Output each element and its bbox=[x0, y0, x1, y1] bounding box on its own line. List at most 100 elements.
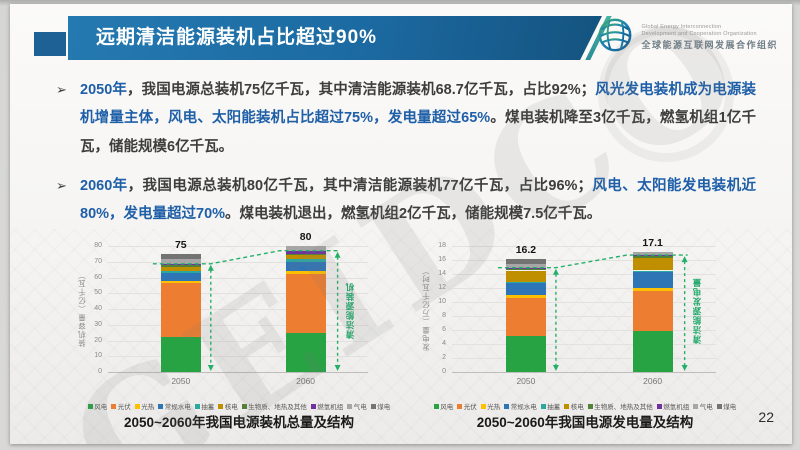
legend-item: 气电 bbox=[693, 401, 713, 411]
legend-item: 煤电 bbox=[716, 401, 736, 411]
bar-total-label: 17.1 bbox=[642, 237, 663, 250]
logo-name-en-line2: Development and Cooperation Organization bbox=[641, 30, 757, 37]
y-tick-label: 10 bbox=[94, 352, 102, 360]
gridline bbox=[108, 261, 368, 263]
bullet-text-segment: 风光发电装机成为电源装机增量主体，风电、太阳能装机占比超过75%，发电量超过65… bbox=[80, 82, 756, 127]
legend-label: 燃氢机组 bbox=[663, 404, 690, 411]
bullet-text-segment: 。煤电装机退出，燃氢机组2亿千瓦，储能规模7.5亿千瓦。 bbox=[225, 206, 602, 223]
legend-item: 煤电 bbox=[370, 401, 391, 411]
y-tick-label: 0 bbox=[98, 368, 102, 375]
legend-swatch bbox=[433, 403, 439, 409]
legend-swatch bbox=[656, 403, 662, 409]
bar-segment bbox=[632, 257, 673, 271]
legend-label: 光伏 bbox=[117, 404, 131, 411]
bar-segment bbox=[160, 265, 201, 267]
legend-swatch bbox=[457, 403, 463, 409]
gridline bbox=[108, 340, 368, 342]
bar-segment bbox=[285, 332, 326, 372]
legend-item: 生物质、地热及其他 bbox=[241, 401, 307, 411]
decorative-circle bbox=[598, 26, 734, 162]
bar-segment bbox=[505, 335, 546, 372]
bullet-arrow-icon: ➢ bbox=[56, 82, 67, 97]
logo-name-en-line1: Global Energy Interconnection bbox=[641, 24, 722, 30]
y-tick-label: 18 bbox=[438, 242, 446, 249]
y-axis-title: 发电量（万亿千瓦时） bbox=[421, 266, 431, 352]
bullet-text-segment: 风电、太阳能发电装机近80%，发电量超过70% bbox=[80, 177, 757, 223]
y-tick-label: 80 bbox=[94, 242, 102, 249]
legend-item: 抽蓄 bbox=[540, 401, 561, 411]
legend-item: 核电 bbox=[564, 401, 584, 411]
gridline bbox=[452, 288, 716, 289]
legend-item: 核电 bbox=[218, 401, 238, 411]
x-axis-label: 2060 bbox=[296, 376, 316, 386]
legend-swatch bbox=[218, 403, 224, 409]
legend-swatch bbox=[540, 403, 546, 409]
clean-energy-annotation-label: 清洁能源发电量 bbox=[691, 277, 702, 345]
x-axis-label: 2050 bbox=[516, 376, 536, 386]
legend-item: 风电 bbox=[433, 401, 453, 411]
bar-segment bbox=[160, 258, 201, 264]
gridline bbox=[108, 277, 368, 279]
gridline bbox=[452, 246, 716, 247]
gridline bbox=[452, 358, 716, 359]
legend-item: 光伏 bbox=[457, 401, 477, 411]
x-axis-line bbox=[108, 372, 368, 373]
gridline bbox=[452, 316, 716, 317]
bullet-text-segment: 2060年 bbox=[80, 177, 128, 194]
y-tick-label: 50 bbox=[94, 289, 102, 297]
legend-label: 气电 bbox=[353, 404, 367, 411]
bar-segment bbox=[505, 281, 546, 283]
bar-segment bbox=[505, 264, 546, 268]
bar-segment bbox=[160, 263, 201, 266]
legend-swatch bbox=[716, 403, 722, 409]
bar-total-label: 75 bbox=[174, 238, 187, 251]
bullet-text-segment: ，我国电源总装机75亿千瓦，其中清洁能源装机68.7亿千瓦，占比92%； bbox=[127, 82, 596, 98]
x-axis-label: 2050 bbox=[171, 376, 191, 386]
legend-label: 核电 bbox=[570, 404, 584, 411]
globe-icon bbox=[596, 16, 634, 59]
clean-energy-annotation-label: 清洁能源装机 bbox=[344, 282, 355, 340]
bullet-list: ➢ 2050年，我国电源总装机75亿千瓦，其中清洁能源装机68.7亿千瓦，占比92… bbox=[56, 76, 756, 239]
bar-segment bbox=[505, 282, 546, 295]
bar-segment bbox=[285, 246, 326, 251]
bar-segment bbox=[285, 273, 326, 333]
y-tick-label: 0 bbox=[442, 368, 446, 375]
bar-segment bbox=[632, 255, 673, 256]
legend-label: 气电 bbox=[699, 404, 713, 411]
legend-swatch bbox=[480, 403, 486, 409]
header-accent-block bbox=[34, 32, 66, 56]
gridline bbox=[108, 309, 368, 310]
y-tick-label: 8 bbox=[442, 312, 446, 319]
y-tick-label: 10 bbox=[438, 298, 446, 305]
bar-segment bbox=[160, 270, 201, 273]
legend-item: 光热 bbox=[134, 401, 155, 411]
gridline bbox=[108, 246, 368, 247]
bar-segment bbox=[632, 290, 673, 331]
legend-label: 抽蓄 bbox=[547, 404, 561, 411]
bar-segment bbox=[632, 252, 673, 256]
bar-segment bbox=[505, 295, 546, 298]
legend-label: 光热 bbox=[141, 404, 155, 411]
presentation-slide: 远期清洁能源装机占比超过90% Global Energy Interconne… bbox=[10, 4, 792, 444]
legend-item: 风电 bbox=[87, 401, 107, 411]
legend-item: 光伏 bbox=[111, 401, 131, 411]
legend-label: 煤电 bbox=[377, 404, 391, 411]
chart-caption-left: 2050~2060年我国电源装机总量及结构 bbox=[124, 415, 354, 430]
legend-item: 抽蓄 bbox=[194, 401, 214, 411]
legend-swatch bbox=[134, 403, 140, 409]
x-axis-label: 2060 bbox=[643, 376, 663, 386]
gridline bbox=[108, 356, 368, 358]
legend-label: 生物质、地热及其他 bbox=[594, 404, 653, 411]
logo-text: Global Energy Interconnection Developmen… bbox=[641, 24, 778, 51]
slide-title: 远期清洁能源装机占比超过90% bbox=[96, 27, 378, 48]
legend-swatch bbox=[158, 403, 164, 409]
legend-swatch bbox=[310, 403, 316, 409]
bar-segment bbox=[160, 272, 201, 282]
gridline bbox=[108, 293, 368, 295]
bar-segment bbox=[285, 253, 326, 256]
legend-label: 光热 bbox=[487, 404, 501, 411]
y-tick-label: 14 bbox=[438, 270, 446, 277]
bar-segment bbox=[160, 266, 201, 271]
bar-total-label: 80 bbox=[299, 231, 312, 243]
bullet-item: ➢ 2050年，我国电源总装机75亿千瓦，其中清洁能源装机68.7亿千瓦，占比92… bbox=[56, 76, 756, 161]
